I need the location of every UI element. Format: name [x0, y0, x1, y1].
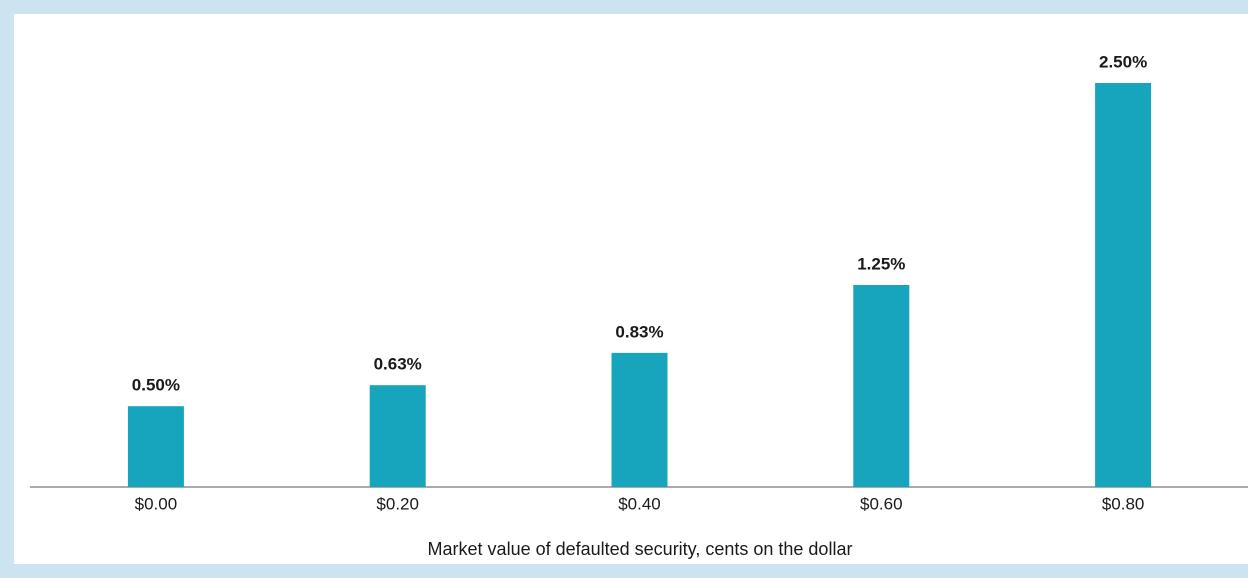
x-tick-label: $0.40: [618, 494, 661, 513]
value-label: 1.25%: [857, 254, 905, 273]
bar: [1095, 83, 1152, 487]
x-tick-label: $0.80: [1102, 494, 1145, 513]
x-axis-label: Market value of defaulted security, cent…: [428, 539, 853, 559]
bar: [369, 385, 426, 487]
value-label: 2.50%: [1099, 52, 1147, 71]
x-tick-label: $0.20: [376, 494, 419, 513]
x-tick-label: $0.60: [860, 494, 903, 513]
bar: [611, 352, 668, 487]
value-label: 0.83%: [615, 322, 663, 341]
value-label: 0.63%: [374, 355, 422, 374]
value-label: 0.50%: [132, 376, 180, 395]
bar: [127, 406, 184, 487]
bar: [853, 285, 910, 487]
x-tick-label: $0.00: [135, 494, 178, 513]
